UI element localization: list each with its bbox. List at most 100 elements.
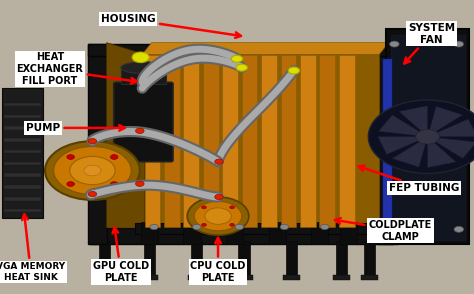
Circle shape xyxy=(320,224,329,230)
Circle shape xyxy=(201,206,206,209)
FancyBboxPatch shape xyxy=(4,197,41,201)
FancyBboxPatch shape xyxy=(2,88,43,218)
Polygon shape xyxy=(437,119,474,137)
Circle shape xyxy=(215,194,223,200)
FancyBboxPatch shape xyxy=(236,275,253,280)
FancyBboxPatch shape xyxy=(4,138,41,142)
FancyBboxPatch shape xyxy=(4,162,41,165)
FancyBboxPatch shape xyxy=(242,55,257,227)
Circle shape xyxy=(454,41,464,47)
Text: FEP TUBING: FEP TUBING xyxy=(358,166,459,193)
Circle shape xyxy=(192,224,201,230)
FancyBboxPatch shape xyxy=(238,241,250,279)
Polygon shape xyxy=(142,43,389,54)
FancyBboxPatch shape xyxy=(4,115,41,118)
Circle shape xyxy=(194,201,242,231)
Text: COLDPLATE
CLAMP: COLDPLATE CLAMP xyxy=(335,218,432,242)
FancyBboxPatch shape xyxy=(88,44,107,244)
FancyBboxPatch shape xyxy=(90,228,398,244)
Polygon shape xyxy=(399,106,428,131)
FancyBboxPatch shape xyxy=(261,55,277,227)
FancyBboxPatch shape xyxy=(141,222,158,244)
FancyBboxPatch shape xyxy=(4,173,41,177)
FancyBboxPatch shape xyxy=(142,54,379,228)
Circle shape xyxy=(187,197,249,235)
Circle shape xyxy=(231,55,243,62)
FancyBboxPatch shape xyxy=(281,55,296,227)
Circle shape xyxy=(67,182,74,186)
Circle shape xyxy=(390,41,399,47)
FancyBboxPatch shape xyxy=(88,44,393,56)
FancyBboxPatch shape xyxy=(4,150,41,153)
Circle shape xyxy=(454,226,464,232)
Circle shape xyxy=(280,224,289,230)
FancyBboxPatch shape xyxy=(191,241,202,279)
Circle shape xyxy=(70,156,115,185)
Circle shape xyxy=(88,138,97,144)
FancyBboxPatch shape xyxy=(188,275,205,280)
FancyBboxPatch shape xyxy=(311,222,328,244)
Circle shape xyxy=(110,182,118,186)
Circle shape xyxy=(45,141,140,200)
Circle shape xyxy=(288,67,300,74)
FancyBboxPatch shape xyxy=(164,55,180,227)
FancyBboxPatch shape xyxy=(383,59,392,221)
Circle shape xyxy=(236,64,247,71)
Circle shape xyxy=(132,52,149,63)
Text: HEAT
EXCHANGER
FILL PORT: HEAT EXCHANGER FILL PORT xyxy=(16,53,137,86)
FancyBboxPatch shape xyxy=(183,55,199,227)
FancyBboxPatch shape xyxy=(319,55,335,227)
Text: GPU COLD
PLATE: GPU COLD PLATE xyxy=(93,228,149,283)
Text: CPU COLD
PLATE: CPU COLD PLATE xyxy=(191,238,246,283)
Circle shape xyxy=(230,206,235,209)
Circle shape xyxy=(54,146,131,195)
Polygon shape xyxy=(379,115,419,136)
FancyBboxPatch shape xyxy=(333,275,350,280)
Circle shape xyxy=(205,208,231,224)
Polygon shape xyxy=(107,43,145,228)
Circle shape xyxy=(201,223,206,226)
FancyBboxPatch shape xyxy=(96,275,113,280)
FancyBboxPatch shape xyxy=(4,185,41,189)
FancyBboxPatch shape xyxy=(300,55,316,227)
Circle shape xyxy=(150,224,158,230)
FancyBboxPatch shape xyxy=(222,55,238,227)
FancyBboxPatch shape xyxy=(364,241,375,279)
FancyBboxPatch shape xyxy=(144,241,155,279)
FancyBboxPatch shape xyxy=(141,275,158,280)
Text: SYSTEM
FAN: SYSTEM FAN xyxy=(404,23,455,64)
Circle shape xyxy=(230,223,235,226)
FancyBboxPatch shape xyxy=(361,275,378,280)
FancyBboxPatch shape xyxy=(286,241,297,279)
Ellipse shape xyxy=(121,62,166,74)
Circle shape xyxy=(235,224,244,230)
FancyBboxPatch shape xyxy=(4,209,41,212)
FancyBboxPatch shape xyxy=(336,241,347,279)
FancyBboxPatch shape xyxy=(386,29,469,244)
FancyBboxPatch shape xyxy=(114,82,173,162)
Polygon shape xyxy=(428,143,456,168)
FancyBboxPatch shape xyxy=(203,55,219,227)
Circle shape xyxy=(416,129,439,144)
FancyBboxPatch shape xyxy=(339,55,355,227)
Circle shape xyxy=(390,226,399,232)
Circle shape xyxy=(110,155,118,159)
Polygon shape xyxy=(378,137,418,154)
Circle shape xyxy=(215,159,223,164)
Text: PUMP: PUMP xyxy=(26,123,125,133)
Polygon shape xyxy=(392,142,426,167)
Polygon shape xyxy=(429,106,463,131)
FancyBboxPatch shape xyxy=(183,222,201,244)
FancyBboxPatch shape xyxy=(4,103,41,106)
FancyBboxPatch shape xyxy=(145,55,160,227)
FancyBboxPatch shape xyxy=(226,222,243,244)
FancyBboxPatch shape xyxy=(391,35,465,240)
FancyBboxPatch shape xyxy=(340,222,357,244)
Text: HOUSING: HOUSING xyxy=(100,14,241,38)
Circle shape xyxy=(136,181,144,186)
Circle shape xyxy=(67,155,74,159)
FancyBboxPatch shape xyxy=(99,241,110,279)
Text: VGA MEMORY
HEAT SINK: VGA MEMORY HEAT SINK xyxy=(0,214,65,282)
Circle shape xyxy=(84,165,101,176)
Polygon shape xyxy=(121,68,166,84)
